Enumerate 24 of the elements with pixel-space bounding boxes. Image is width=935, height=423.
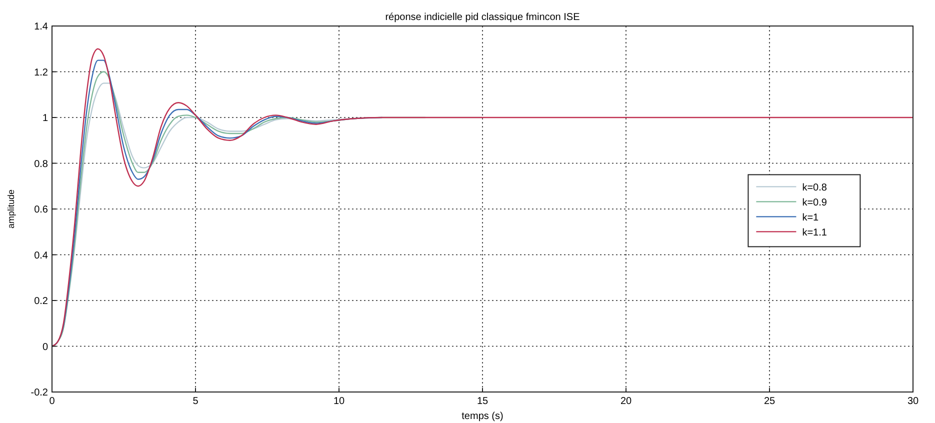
x-tick-label: 30 <box>907 396 919 407</box>
x-axis-title: temps (s) <box>462 411 504 422</box>
legend-label: k=1 <box>802 212 820 224</box>
y-tick-label: 0.6 <box>34 204 48 216</box>
line-series <box>52 48 913 347</box>
x-tick-label: 25 <box>764 396 776 407</box>
legend-label: k=0.9 <box>802 198 828 209</box>
y-axis-title: amplitude <box>6 189 16 229</box>
y-tick-label: 1 <box>42 113 48 124</box>
legend-label: k=1.1 <box>802 228 828 239</box>
x-tick-label: 20 <box>620 396 632 407</box>
y-tick-label: 1.4 <box>34 22 48 32</box>
y-tick-label: -0.2 <box>30 388 48 398</box>
y-tick-label: 0.4 <box>34 250 48 262</box>
x-tick-label: 0 <box>49 396 56 407</box>
legend-label: k=0.8 <box>802 182 828 194</box>
x-tick-label: 5 <box>192 396 199 407</box>
y-tick-label: 0.2 <box>34 296 48 307</box>
chart-title: réponse indicielle pid classique fmincon ISE <box>385 12 580 23</box>
y-tick-label: 1.2 <box>34 67 48 78</box>
y-tick-label: 0 <box>42 342 48 353</box>
x-tick-label: 15 <box>476 396 488 407</box>
x-tick-label: 10 <box>333 396 345 407</box>
y-tick-label: 0.8 <box>34 158 48 170</box>
